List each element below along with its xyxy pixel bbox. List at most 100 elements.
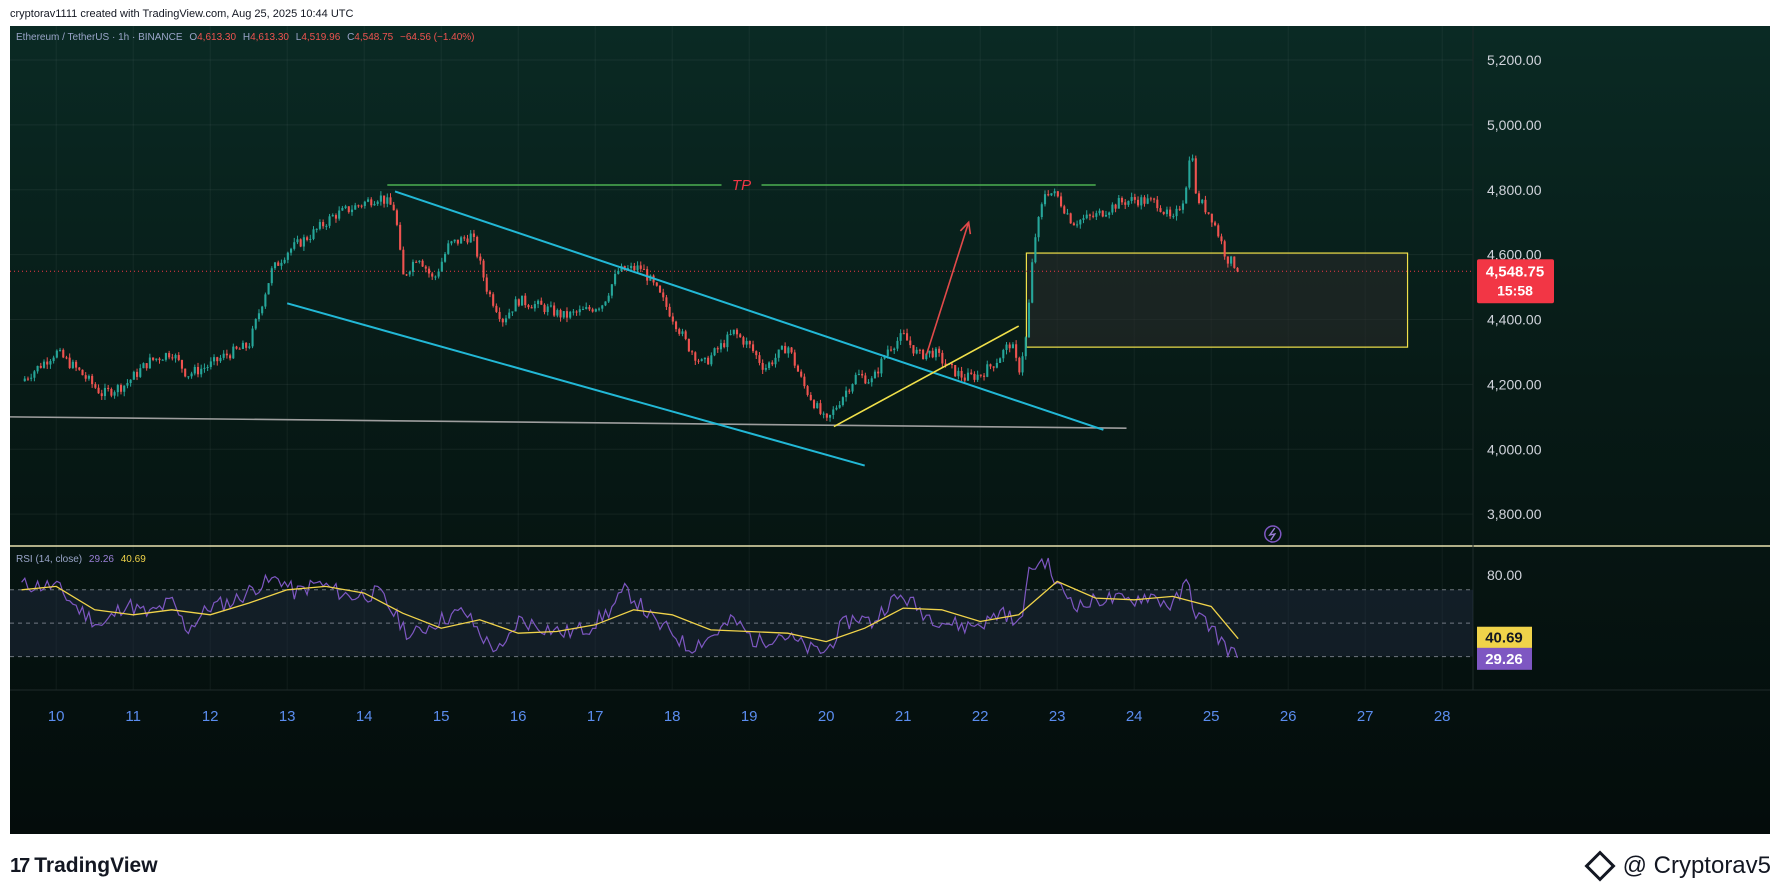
candle-body bbox=[1117, 198, 1120, 209]
candle-body bbox=[190, 373, 193, 377]
candle-body bbox=[508, 312, 511, 319]
candle-body bbox=[209, 361, 212, 367]
chart-area[interactable]: TP 3,800.00 4,000.00 4,200.00 4,400.00 4,600… bbox=[10, 26, 1770, 834]
candle-body bbox=[280, 262, 283, 266]
candle-body bbox=[91, 375, 94, 385]
candle-body bbox=[543, 304, 546, 313]
candle-body bbox=[1066, 213, 1069, 215]
candle-body bbox=[803, 376, 806, 387]
chart-caption: cryptorav1111 created with TradingView.c… bbox=[10, 8, 354, 20]
candle-body bbox=[681, 331, 684, 334]
candle-body bbox=[129, 379, 132, 384]
legend-line: Ethereum / TetherUS · 1h · BINANCE O4,61… bbox=[16, 32, 475, 43]
candle-body bbox=[103, 387, 107, 397]
candle-body bbox=[957, 370, 960, 377]
candle-body bbox=[1149, 198, 1152, 200]
candle-body bbox=[331, 215, 334, 217]
time-tick-label: 28 bbox=[1434, 708, 1451, 725]
candle-body bbox=[1056, 191, 1059, 197]
candle-body bbox=[347, 206, 350, 213]
tp-label: TP bbox=[732, 177, 751, 194]
tradingview-logo[interactable]: 17 TradingView bbox=[10, 854, 158, 878]
candle-body bbox=[1063, 206, 1066, 214]
candle-body bbox=[889, 349, 893, 351]
candle-body bbox=[415, 261, 418, 263]
candle-body bbox=[1002, 350, 1005, 359]
candle-body bbox=[177, 355, 180, 361]
candle-body bbox=[938, 348, 941, 353]
candle-body bbox=[30, 377, 33, 379]
candle-body bbox=[488, 291, 492, 295]
candle-body bbox=[1018, 357, 1021, 373]
candle-body bbox=[912, 345, 915, 354]
candle-body bbox=[662, 292, 665, 298]
price-chart[interactable]: TP 3,800.00 4,000.00 4,200.00 4,400.00 4,600… bbox=[10, 26, 1770, 834]
rsi-ma-line bbox=[21, 580, 1239, 643]
candle-body bbox=[427, 268, 431, 274]
candle-body bbox=[758, 355, 761, 363]
candle-body bbox=[581, 309, 585, 311]
candle-body bbox=[530, 307, 533, 309]
candle-body bbox=[261, 306, 264, 314]
candle-body bbox=[944, 363, 947, 365]
candle-body bbox=[549, 305, 552, 307]
time-tick-label: 11 bbox=[125, 708, 141, 725]
candle-body bbox=[1146, 198, 1149, 204]
candle-body bbox=[476, 236, 479, 257]
candle-body bbox=[710, 355, 713, 365]
candle-body bbox=[556, 310, 559, 316]
candle-body bbox=[309, 238, 312, 240]
candle-body bbox=[135, 371, 139, 377]
candle-body bbox=[793, 352, 796, 366]
candle-body bbox=[873, 371, 877, 379]
candle-body bbox=[498, 311, 501, 319]
candle-body bbox=[373, 203, 376, 206]
candle-body bbox=[553, 305, 556, 316]
candle-body bbox=[1169, 209, 1172, 217]
candle-body bbox=[562, 311, 565, 318]
drawings-front-layer: TP bbox=[286, 177, 1282, 543]
candle-body bbox=[1120, 198, 1124, 203]
candle-body bbox=[1210, 213, 1213, 223]
candle-body bbox=[995, 362, 998, 368]
candle-body bbox=[617, 270, 620, 274]
candle-body bbox=[970, 372, 973, 374]
price-tick-label: 5,000.00 bbox=[1487, 117, 1542, 133]
candle-body bbox=[646, 269, 649, 281]
candle-body bbox=[909, 340, 912, 346]
axis-layer: 3,800.00 4,000.00 4,200.00 4,400.00 4,600.00… bbox=[48, 52, 1554, 725]
candle-body bbox=[986, 364, 989, 377]
breakout-trend-line bbox=[833, 325, 1020, 428]
candle-body bbox=[511, 311, 514, 313]
candle-body bbox=[216, 357, 219, 362]
rsi-legend-value: 29.26 bbox=[89, 554, 114, 565]
candle-body bbox=[206, 366, 209, 368]
candle-body bbox=[893, 348, 896, 351]
candle-body bbox=[277, 262, 280, 266]
candle-body bbox=[180, 360, 184, 369]
candle-body bbox=[450, 241, 453, 244]
candle-body bbox=[1008, 344, 1011, 349]
candle-body bbox=[1085, 214, 1088, 219]
candle-body bbox=[607, 295, 610, 302]
candle-body bbox=[1188, 160, 1191, 188]
candle-body bbox=[979, 374, 982, 376]
candle-body bbox=[443, 253, 447, 262]
grid-layer bbox=[10, 26, 1770, 691]
candle-body bbox=[1159, 208, 1162, 212]
candle-body bbox=[376, 201, 379, 204]
candle-body bbox=[864, 375, 867, 384]
time-tick-label: 27 bbox=[1357, 708, 1374, 725]
candle-body bbox=[200, 368, 203, 375]
candle-body bbox=[119, 385, 123, 392]
candle-body bbox=[264, 294, 267, 307]
candle-body bbox=[1104, 214, 1108, 217]
candle-body bbox=[745, 341, 748, 345]
candle-body bbox=[126, 383, 129, 386]
candle-body bbox=[219, 357, 222, 362]
candle-body bbox=[411, 261, 415, 272]
candle-body bbox=[633, 265, 636, 271]
candle-body bbox=[460, 237, 463, 244]
candle-body bbox=[665, 297, 668, 307]
rsi-legend-ma: 40.69 bbox=[121, 554, 146, 565]
